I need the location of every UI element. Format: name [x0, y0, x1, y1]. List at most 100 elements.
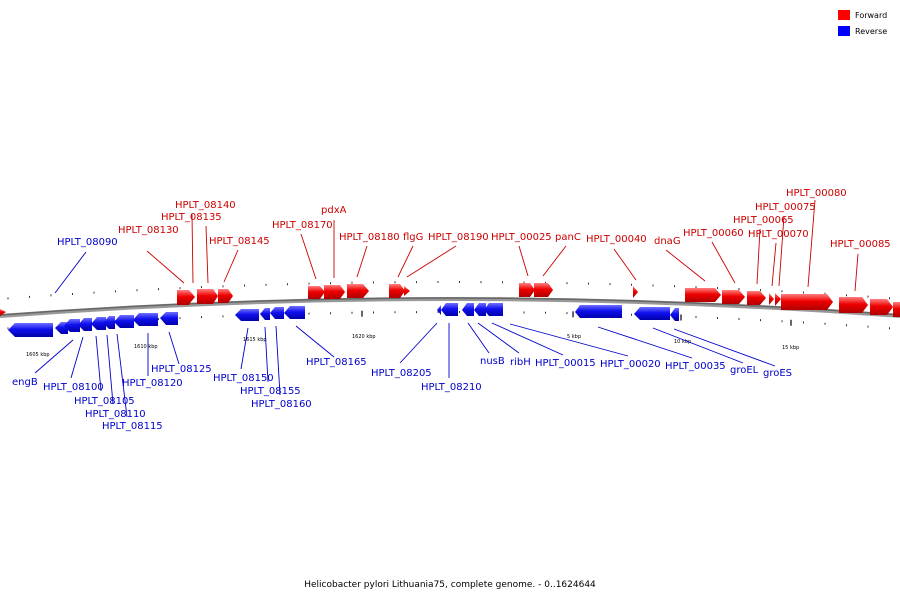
- gene-forward[interactable]: [769, 293, 774, 305]
- leader-line: [275, 325, 281, 396]
- gene-forward[interactable]: [633, 286, 638, 298]
- gene-label: HPLT_08160: [251, 399, 312, 410]
- gene-forward[interactable]: [308, 286, 325, 299]
- reverse-genes: [8, 303, 679, 337]
- gene-forward[interactable]: [893, 302, 900, 317]
- reverse-labels: HPLT_08090 engB HPLT_08100 HPLT_08105 HP…: [12, 237, 792, 432]
- gene-forward[interactable]: [197, 289, 218, 304]
- leader-line: [756, 228, 761, 285]
- gene-reverse[interactable]: [437, 305, 441, 315]
- gene-forward[interactable]: [218, 289, 233, 303]
- gene-label: HPLT_08090: [57, 237, 118, 248]
- gene-reverse[interactable]: [441, 303, 458, 316]
- leader-line: [223, 249, 239, 283]
- scale-label: 10 kbp: [674, 339, 691, 345]
- gene-reverse[interactable]: [670, 308, 679, 321]
- gene-label: HPLT_08140: [175, 200, 236, 211]
- gene-label: HPLT_08145: [209, 236, 270, 247]
- leader-line: [771, 242, 777, 287]
- gene-forward[interactable]: [0, 309, 6, 316]
- gene-forward[interactable]: [324, 285, 345, 299]
- leader-line: [509, 323, 629, 357]
- gene-label: HPLT_08110: [85, 409, 146, 420]
- gene-reverse[interactable]: [260, 308, 270, 320]
- gene-label: HPLT_00070: [748, 229, 809, 240]
- gene-label: groEL: [730, 365, 759, 376]
- gene-label: HPLT_08115: [102, 421, 163, 432]
- leader-line: [397, 245, 414, 278]
- gene-forward[interactable]: [747, 291, 766, 305]
- gene-reverse[interactable]: [484, 303, 503, 316]
- gene-forward[interactable]: [775, 293, 781, 306]
- gene-label: HPLT_00025: [491, 232, 552, 243]
- gene-label: groES: [763, 368, 792, 379]
- legend-reverse-swatch: [838, 26, 850, 36]
- gene-label: HPLT_08180: [339, 232, 400, 243]
- leader-line: [300, 233, 317, 280]
- gene-forward[interactable]: [519, 283, 535, 297]
- gene-label: HPLT_08125: [151, 364, 212, 375]
- leader-line: [95, 335, 102, 392]
- gene-forward[interactable]: [839, 297, 868, 313]
- leader-line: [146, 250, 185, 284]
- leader-line: [673, 328, 776, 367]
- gene-reverse[interactable]: [133, 313, 158, 326]
- gene-reverse[interactable]: [284, 306, 305, 319]
- gene-reverse[interactable]: [8, 323, 53, 337]
- gene-label: HPLT_00085: [830, 239, 891, 250]
- genome-backbone: [0, 297, 900, 318]
- gene-reverse[interactable]: [634, 307, 670, 320]
- gene-forward[interactable]: [177, 290, 193, 305]
- gene-label: engB: [12, 377, 38, 388]
- leader-line: [652, 327, 744, 364]
- legend-reverse-label: Reverse: [855, 27, 887, 36]
- gene-forward[interactable]: [685, 288, 721, 302]
- leader-line: [191, 213, 194, 284]
- gene-forward[interactable]: [190, 291, 195, 303]
- scale-label: 1610 kbp: [134, 344, 158, 350]
- legend-forward-label: Forward: [855, 11, 887, 20]
- gene-reverse[interactable]: [474, 303, 486, 316]
- gene-reverse[interactable]: [55, 322, 68, 334]
- gene-label: HPLT_08210: [421, 382, 482, 393]
- forward-labels: HPLT_08140 HPLT_08135 HPLT_08130 HPLT_08…: [118, 188, 891, 250]
- gene-forward[interactable]: [781, 294, 833, 310]
- scale-label: 1615 kbp: [243, 337, 267, 343]
- gene-label: HPLT_08135: [161, 212, 222, 223]
- gene-reverse[interactable]: [91, 317, 106, 330]
- leader-line: [665, 249, 706, 282]
- gene-label: HPLT_08170: [272, 220, 333, 231]
- scale-labels: 1605 kbp 1610 kbp 1615 kbp 1620 kbp 5 kb…: [26, 334, 799, 358]
- forward-leader-lines: [146, 199, 859, 292]
- gene-label: HPLT_00015: [535, 358, 596, 369]
- gene-reverse[interactable]: [64, 319, 80, 332]
- gene-label: flgG: [403, 232, 423, 243]
- gene-reverse[interactable]: [270, 307, 284, 319]
- legend: Forward Reverse: [838, 10, 887, 36]
- gene-label: HPLT_08165: [306, 357, 367, 368]
- gene-forward[interactable]: [347, 284, 369, 298]
- gene-label: HPLT_08150: [213, 373, 274, 384]
- gene-reverse[interactable]: [462, 303, 474, 316]
- leader-line: [542, 245, 567, 277]
- gene-label: nusB: [480, 356, 505, 367]
- gene-reverse[interactable]: [103, 316, 115, 329]
- scale-label: 1605 kbp: [26, 352, 50, 358]
- gene-reverse[interactable]: [114, 315, 134, 328]
- gene-forward[interactable]: [404, 286, 410, 296]
- gene-label: panC: [555, 232, 581, 243]
- leader-line: [54, 251, 87, 294]
- gene-forward[interactable]: [389, 284, 405, 298]
- leader-line: [116, 333, 128, 418]
- legend-forward-swatch: [838, 10, 850, 20]
- gene-forward[interactable]: [722, 290, 745, 304]
- gene-label: HPLT_00080: [786, 188, 847, 199]
- gene-reverse[interactable]: [78, 318, 92, 331]
- gene-reverse[interactable]: [235, 309, 259, 321]
- gene-reverse[interactable]: [160, 312, 178, 325]
- gene-reverse[interactable]: [575, 305, 622, 318]
- gene-forward[interactable]: [870, 299, 893, 315]
- gene-forward[interactable]: [534, 283, 553, 297]
- gene-label: ribH: [510, 357, 531, 368]
